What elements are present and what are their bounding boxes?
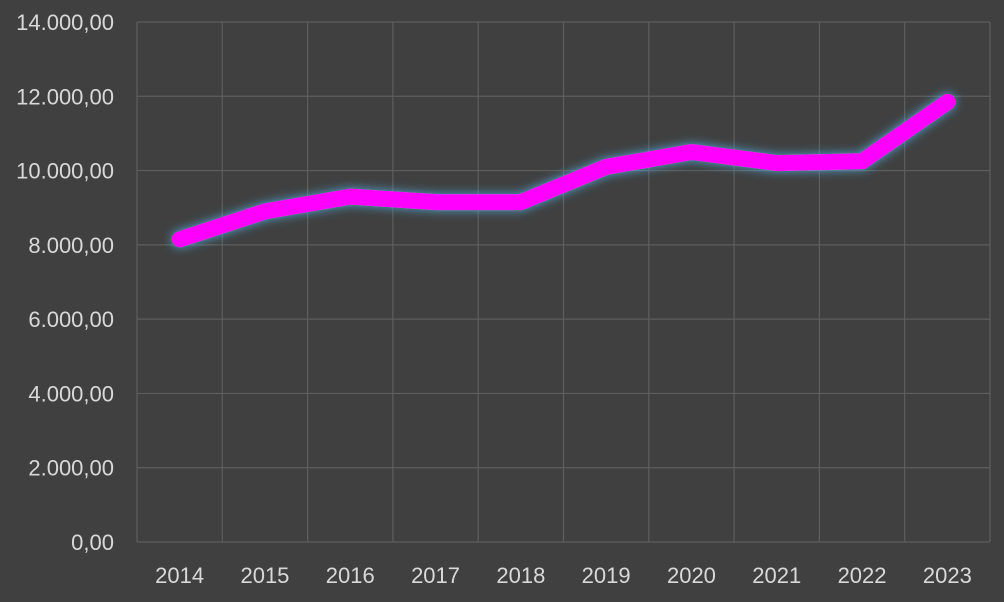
x-tick-label: 2018: [496, 563, 545, 588]
y-tick-label: 12.000,00: [16, 84, 114, 109]
gridlines: [136, 21, 991, 543]
y-tick-label: 2.000,00: [28, 456, 114, 481]
data-point: [939, 94, 955, 110]
x-tick-label: 2016: [326, 563, 375, 588]
x-tick-label: 2020: [667, 563, 716, 588]
x-tick-label: 2021: [752, 563, 801, 588]
data-point: [342, 189, 358, 205]
data-point: [683, 144, 699, 160]
data-point: [769, 155, 785, 171]
y-tick-label: 0,00: [71, 530, 114, 555]
series-layer: [171, 93, 956, 248]
x-tick-label: 2022: [838, 563, 887, 588]
x-tick-label: 2019: [582, 563, 631, 588]
x-axis-tick-labels: 2014 2015 2016 2017 2018 2019 2020 2021 2022 2023: [155, 563, 972, 588]
y-axis-tick-labels: 0,00 2.000,00 4.000,00 6.000,00 8.000,00 10.0…: [16, 10, 114, 555]
x-tick-label: 2014: [155, 563, 204, 588]
data-point: [428, 194, 444, 210]
data-point: [513, 194, 529, 210]
x-tick-label: 2017: [411, 563, 460, 588]
x-tick-label: 2015: [240, 563, 289, 588]
y-tick-label: 6.000,00: [28, 307, 114, 332]
x-tick-label: 2023: [923, 563, 972, 588]
y-tick-label: 10.000,00: [16, 159, 114, 184]
y-tick-label: 14.000,00: [16, 10, 114, 35]
y-tick-label: 4.000,00: [28, 381, 114, 406]
series-line: [171, 93, 956, 248]
data-point: [257, 203, 273, 219]
data-point: [598, 159, 614, 175]
y-tick-label: 8.000,00: [28, 233, 114, 258]
data-point: [854, 153, 870, 169]
data-point: [172, 231, 188, 247]
